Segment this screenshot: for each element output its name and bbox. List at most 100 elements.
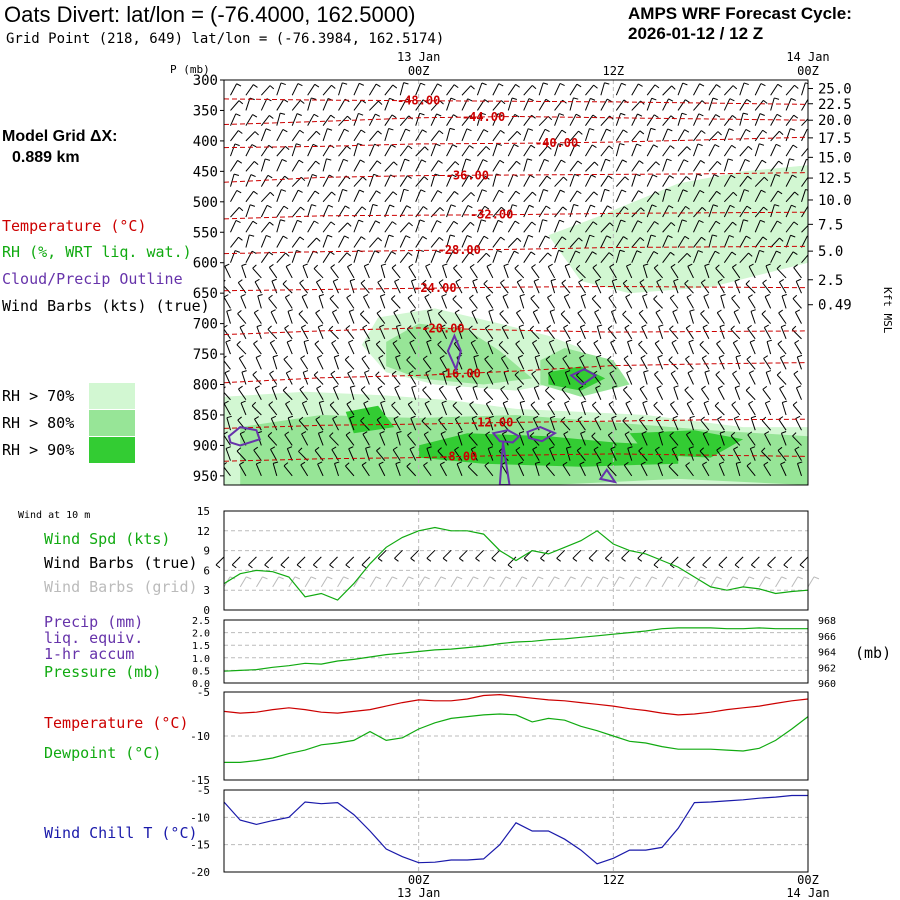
cross-section-wind-barb — [554, 176, 568, 187]
wind-barb-flag — [471, 309, 477, 313]
pressure-tick-label: 850 — [193, 408, 218, 424]
wind-barb-flag — [670, 401, 675, 405]
cross-section-wind-barb — [492, 83, 504, 96]
wind-barb-staff — [562, 464, 571, 477]
wind-barb-staff — [516, 312, 525, 324]
wind-barb-staff — [492, 206, 502, 218]
wind-barb-grid-flag — [765, 576, 771, 580]
wind-barb-flag — [559, 219, 565, 223]
wind-barb-staff — [739, 99, 748, 111]
wind-barb-flag — [566, 339, 572, 343]
cross-section-wind-barb — [299, 279, 309, 294]
wind-barb-staff — [446, 204, 452, 218]
cross-section-wind-barb — [353, 80, 355, 81]
wind-barb-staff — [765, 265, 772, 279]
cross-section-wind-barb — [677, 219, 687, 233]
pressure-label: Pressure (mb) — [44, 663, 162, 681]
rh-region-rh70 — [548, 165, 808, 294]
wind-barb-flag — [728, 158, 734, 161]
wind-barb-flag — [316, 130, 321, 135]
wind-barb-staff — [260, 221, 270, 233]
wind-barb-flag — [714, 401, 720, 407]
wind-barb-staff — [646, 174, 654, 187]
wind-barb-staff — [708, 161, 718, 172]
wind-barb-flag — [712, 234, 718, 237]
cross-section-wind-barb — [349, 278, 356, 294]
cross-section-wind-barb — [731, 401, 741, 416]
cross-section-wind-barb — [529, 432, 540, 446]
wind-barb-flag — [424, 294, 430, 298]
wind-barb-flag — [298, 416, 304, 421]
wind-barb-flag — [559, 113, 565, 116]
wind-barb-staff — [732, 373, 741, 385]
wind-barb-flag — [257, 294, 263, 297]
top-time-label: 00Z — [408, 64, 430, 78]
cross-section-wind-barb — [269, 370, 278, 385]
wind-barb-staff — [533, 387, 540, 400]
cross-section-wind-barb — [745, 280, 756, 294]
wind-barb-flag — [453, 84, 459, 89]
wind-barb-staff — [260, 115, 270, 126]
cross-section-wind-barb — [399, 175, 412, 187]
wind-barb-staff — [654, 449, 664, 461]
temperature-contour — [224, 172, 808, 183]
cross-section-wind-barb — [272, 461, 279, 477]
wind-barb-flag — [591, 295, 597, 300]
wind-barb-staff — [585, 144, 593, 157]
cross-section-wind-barb — [287, 309, 293, 324]
wind-barb-staff — [437, 344, 447, 355]
wind-barb-flag — [763, 461, 769, 466]
wind-barb-staff — [523, 80, 525, 81]
wind-barb-flag — [528, 98, 534, 102]
wind-barb-staff — [708, 114, 717, 126]
wind-barb-staff — [241, 371, 247, 385]
cross-section-wind-barb — [477, 80, 479, 81]
cross-section-wind-barb — [507, 131, 522, 142]
wind-barb-staff — [363, 296, 370, 309]
wind-barb-staff — [492, 130, 501, 142]
wind-barb-staff — [499, 313, 509, 324]
wind-barb-flag — [235, 220, 241, 224]
wind-barb-staff — [500, 357, 509, 370]
wind-barb-flag — [793, 264, 798, 268]
cross-section-wind-barb — [693, 250, 703, 263]
cross-section-wind-barb — [353, 236, 366, 248]
wind-barb-staff — [283, 359, 293, 370]
wind-barb-staff — [554, 206, 564, 218]
wind-barb-staff — [338, 145, 348, 157]
wind-barb-flag — [590, 97, 596, 101]
wind-barb-staff — [610, 342, 617, 355]
model-grid-value: 0.889 km — [12, 149, 80, 166]
wind-barb-flag — [749, 370, 754, 374]
cross-section-wind-barb — [600, 98, 612, 111]
cross-section-wind-barb — [267, 432, 278, 446]
wind-barb-flag — [545, 462, 551, 467]
cross-section-wind-barb — [569, 113, 581, 126]
wind-barb-staff — [332, 281, 339, 294]
wind-barb-flag — [733, 446, 739, 450]
wind-barb-grid — [499, 576, 507, 588]
cross-section-wind-barb — [764, 431, 772, 446]
wind-barb-staff — [778, 312, 787, 324]
cross-section-wind-barb — [554, 82, 565, 96]
cross-section-wind-barb — [670, 263, 679, 279]
wind-barb-staff — [454, 418, 463, 431]
wind-barb-staff — [515, 449, 525, 461]
wind-barb-flag — [794, 446, 800, 450]
cross-section-wind-barb — [747, 294, 756, 309]
wind-barb-flag — [224, 386, 226, 389]
cross-section-wind-barb — [226, 309, 232, 324]
cross-section-wind-barb — [291, 206, 305, 218]
cross-section-wind-barb — [747, 431, 756, 446]
wind-barb-flag — [698, 220, 704, 224]
wind-barb-staff — [476, 235, 485, 248]
wind-barb-flag — [268, 294, 273, 299]
wind-barb-flag — [658, 324, 664, 327]
wind-barb-flag — [512, 204, 518, 207]
wind-barb-staff — [507, 160, 517, 172]
cross-section-wind-barb — [670, 401, 679, 416]
wind-barb-flag — [697, 250, 703, 253]
wind-barb-staff — [446, 114, 454, 126]
cross-section-wind-barb — [369, 80, 370, 81]
wind-barb-flag — [500, 385, 505, 390]
